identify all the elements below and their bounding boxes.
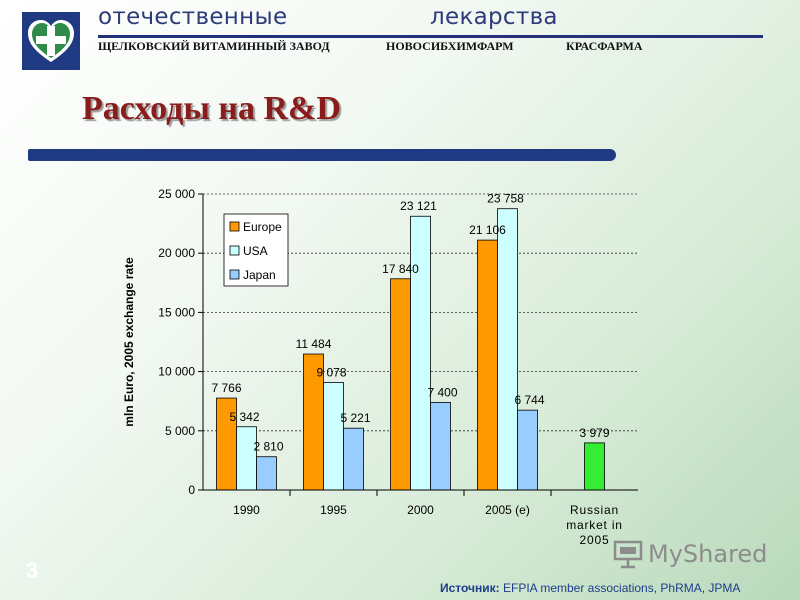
bar-europe: [477, 239, 498, 491]
data-label: 5 221: [340, 411, 370, 425]
x-tick-label: 2005 (e): [485, 503, 530, 517]
legend-swatch: [229, 269, 240, 280]
y-tick-label: 20 000: [158, 246, 195, 260]
legend-label: Japan: [243, 268, 276, 282]
data-label: 2 810: [253, 440, 283, 454]
data-label: 11 484: [296, 337, 332, 351]
x-tick-label: 2005: [580, 533, 610, 547]
data-label: 23 758: [487, 192, 524, 206]
watermark: MyShared: [612, 538, 772, 572]
x-tick-label: 1995: [320, 503, 347, 517]
x-tick-label: market in: [566, 518, 623, 532]
data-label: 7 766: [211, 381, 241, 395]
partner-name: ЩЕЛКОВСКИЙ ВИТАМИННЫЙ ЗАВОД: [98, 39, 330, 53]
y-tick-label: 15 000: [158, 305, 195, 319]
heart-cross-logo-icon: [22, 12, 80, 70]
bar-usa: [497, 208, 518, 491]
partner-name: КРАСФАРМА: [566, 39, 643, 53]
legend-label: USA: [243, 244, 268, 258]
brand-name-left: отечественные: [98, 4, 288, 30]
data-label: 7 400: [427, 385, 457, 399]
bar-japan: [343, 427, 364, 491]
watermark-text: MyShared: [648, 540, 768, 568]
data-label: 3 979: [579, 426, 609, 440]
data-label: 6 744: [514, 393, 544, 407]
title-underline-bar: [28, 149, 616, 161]
bar-japan: [256, 456, 277, 491]
legend-swatch: [229, 221, 240, 232]
presentation-board-icon: [613, 540, 643, 569]
y-tick-label: 5 000: [165, 424, 195, 438]
bar-usa: [323, 382, 344, 491]
y-axis-label: mln Euro, 2005 exchange rate: [122, 257, 136, 427]
source-text: EFPIA member associations, PhRMA, JPMA: [499, 581, 741, 595]
brand-name-right: лекарства: [430, 4, 558, 30]
x-tick-label: Russian: [570, 503, 619, 517]
y-tick-label: 25 000: [158, 187, 195, 201]
header-divider: [98, 35, 763, 38]
source-note: Источник: EFPIA member associations, PhR…: [440, 581, 740, 595]
y-tick-label: 0: [188, 483, 195, 497]
bar-europe: [390, 278, 411, 491]
x-tick-label: 2000: [407, 503, 434, 517]
source-label: Источник:: [440, 581, 500, 595]
page-title: Расходы на R&D: [82, 90, 341, 127]
bar-japan: [430, 401, 451, 491]
bar-japan: [517, 409, 538, 491]
x-tick-label: 1990: [233, 503, 260, 517]
bar-usa: [410, 215, 431, 491]
data-label: 17 840: [382, 262, 419, 276]
data-label: 21 106: [469, 223, 506, 237]
data-label: 9 078: [316, 366, 346, 380]
slide-number: 3: [26, 558, 39, 583]
legend-swatch: [229, 245, 240, 256]
partner-name: НОВОСИБХИМФАРМ: [386, 39, 514, 53]
data-label: 23 121: [400, 199, 437, 213]
legend-label: Europe: [243, 220, 282, 234]
y-tick-label: 10 000: [158, 365, 195, 379]
data-label: 5 342: [229, 410, 259, 424]
bar-usa: [236, 426, 257, 491]
bar-russia: [584, 442, 605, 491]
